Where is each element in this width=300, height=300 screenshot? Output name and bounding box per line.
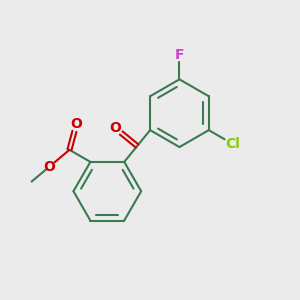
Text: O: O bbox=[109, 121, 121, 135]
Text: O: O bbox=[43, 160, 55, 174]
Text: O: O bbox=[70, 117, 82, 131]
Text: Cl: Cl bbox=[225, 137, 240, 151]
Text: F: F bbox=[175, 48, 184, 62]
